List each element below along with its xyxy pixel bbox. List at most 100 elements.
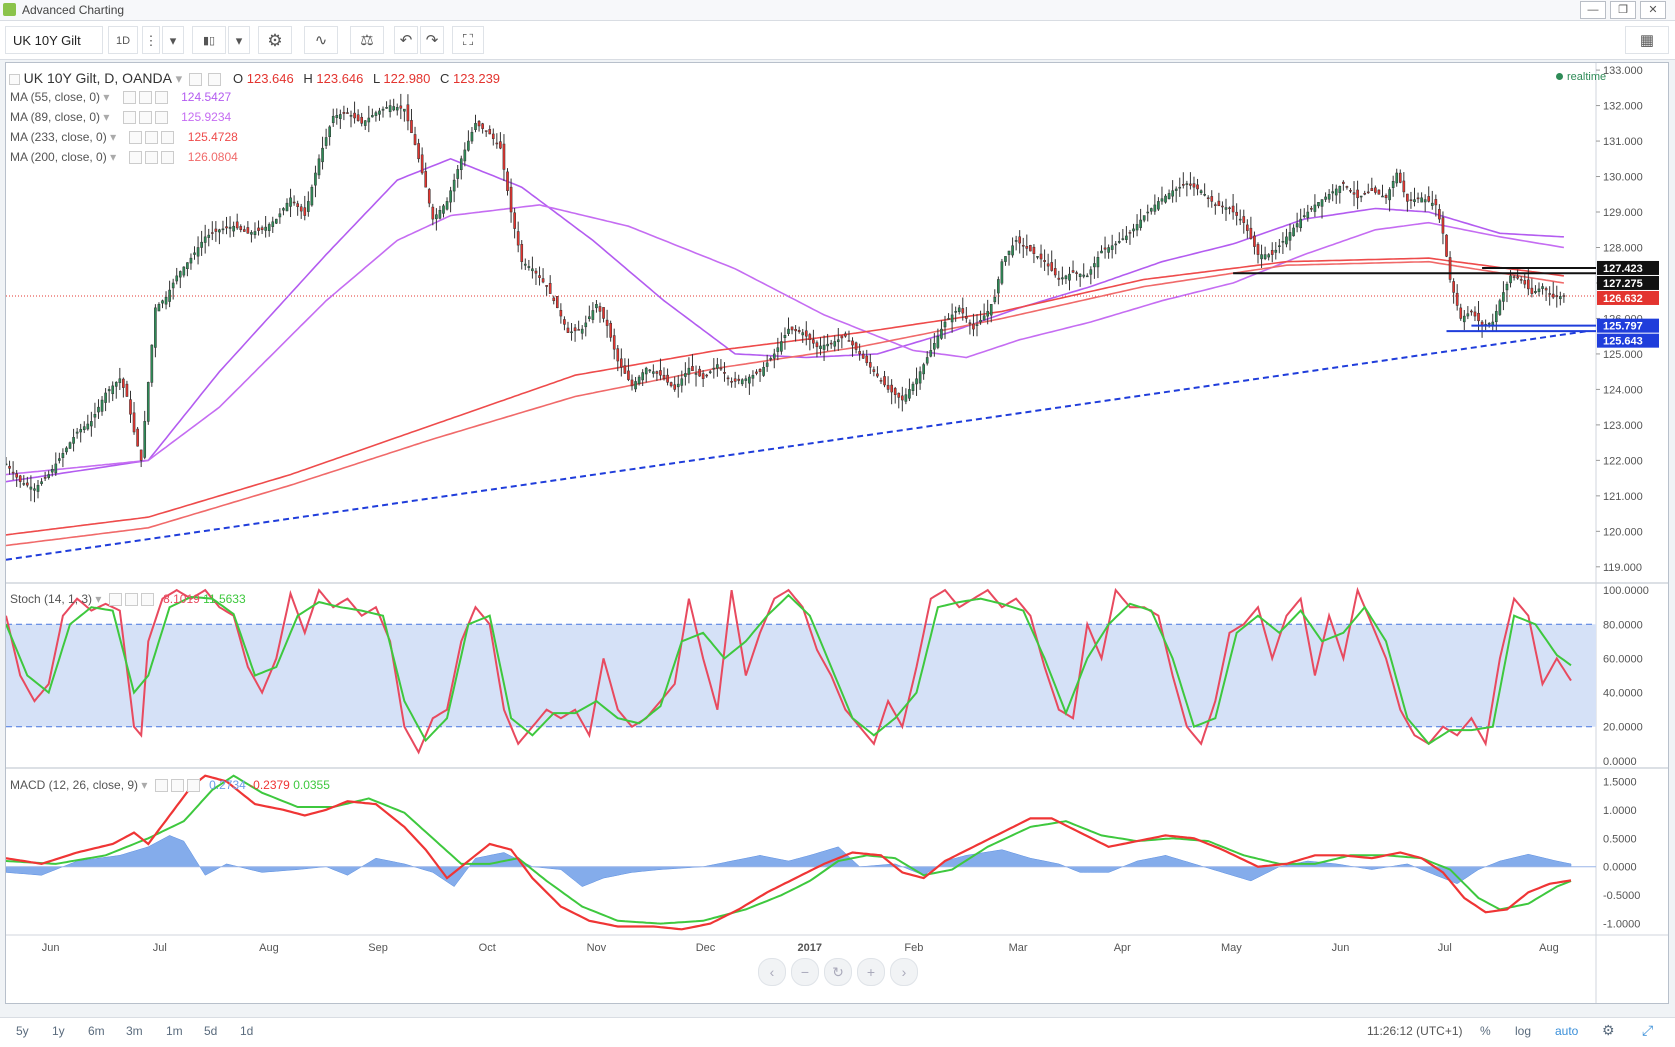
- candle-body: [787, 328, 790, 334]
- ma233-settings-icon[interactable]: [145, 131, 159, 145]
- candle-body: [1345, 186, 1349, 188]
- candle-body: [168, 289, 171, 302]
- candle-body: [129, 399, 132, 415]
- candle-body: [918, 371, 922, 384]
- style-dropdown-icon[interactable]: ▾: [228, 26, 250, 54]
- chart-settings-gear-icon[interactable]: ⚙: [1602, 1022, 1615, 1038]
- range-3m-button[interactable]: 3m: [126, 1024, 143, 1038]
- candle-body: [605, 319, 609, 326]
- candle-body: [54, 463, 58, 474]
- series-dropdown-icon[interactable]: ▾: [175, 71, 183, 86]
- ma89-remove-icon[interactable]: [154, 111, 168, 125]
- candle-body: [246, 227, 250, 234]
- auto-scale-button[interactable]: auto: [1555, 1024, 1579, 1038]
- zoom-in-button[interactable]: +: [857, 958, 885, 986]
- fullscreen-icon[interactable]: ⛶: [452, 26, 484, 54]
- candle-body: [239, 226, 243, 231]
- layout-icon[interactable]: ▦: [1625, 26, 1669, 54]
- candle-body: [698, 368, 701, 377]
- candle-body: [1100, 250, 1103, 254]
- candle-body: [75, 431, 79, 434]
- price-tick-label: 120.000: [1603, 526, 1643, 538]
- ma200-remove-icon[interactable]: [161, 151, 175, 165]
- ma200-settings-icon[interactable]: [145, 151, 159, 165]
- candle-body: [669, 382, 673, 387]
- close-button[interactable]: ✕: [1640, 1, 1666, 19]
- ma233-remove-icon[interactable]: [161, 131, 175, 145]
- log-scale-button[interactable]: log: [1515, 1024, 1532, 1038]
- candle-body: [1185, 183, 1189, 185]
- candle-body: [1036, 256, 1039, 258]
- more-options-icon[interactable]: ⋮: [142, 26, 160, 54]
- candle-body: [694, 373, 698, 375]
- symbol-search-input[interactable]: UK 10Y Gilt: [5, 26, 103, 54]
- series-settings-icon[interactable]: [208, 73, 222, 87]
- candles-style-icon[interactable]: ▮▯: [192, 26, 226, 54]
- ma55-settings-icon[interactable]: [138, 91, 152, 105]
- restore-button[interactable]: ❐: [1610, 1, 1636, 19]
- candle-body: [203, 236, 207, 243]
- price-tick-label: 128.000: [1603, 242, 1643, 254]
- macd-settings-icon[interactable]: [170, 779, 184, 793]
- candle-body: [136, 428, 139, 447]
- support-trendline: [6, 329, 1590, 561]
- candle-body: [979, 319, 982, 323]
- candle-body: [1146, 211, 1150, 214]
- scroll-left-button[interactable]: ‹: [758, 958, 786, 986]
- range-5y-button[interactable]: 5y: [16, 1024, 29, 1038]
- ma200-visibility-icon[interactable]: [129, 151, 143, 165]
- chart-canvas[interactable]: 133.000 132.000 131.000 130.000 129.000 128.0…: [6, 63, 1668, 1003]
- settings-gear-icon[interactable]: ⚙: [258, 26, 292, 54]
- candle-body: [399, 105, 403, 109]
- candle-body: [1007, 250, 1011, 255]
- candle-body: [271, 221, 275, 227]
- candle-body: [232, 225, 235, 232]
- interval-button[interactable]: 1D: [108, 26, 138, 54]
- ma89-visibility-icon[interactable]: [122, 111, 136, 125]
- macd-remove-icon[interactable]: [186, 779, 200, 793]
- candle-body: [936, 335, 940, 348]
- ma55-remove-icon[interactable]: [154, 91, 168, 105]
- macd-tick-label: -1.0000: [1603, 919, 1640, 931]
- minimize-button[interactable]: —: [1580, 1, 1606, 19]
- stoch-visibility-icon[interactable]: [108, 593, 122, 607]
- ma89-settings-icon[interactable]: [138, 111, 152, 125]
- stoch-settings-icon[interactable]: [124, 593, 138, 607]
- candle-body: [826, 343, 829, 347]
- range-1d-button[interactable]: 1d: [240, 1024, 254, 1038]
- candle-body: [449, 190, 452, 203]
- candle-body: [122, 378, 125, 388]
- expand-icon[interactable]: ⤢: [1642, 1022, 1654, 1038]
- chart-container[interactable]: 133.000 132.000 131.000 130.000 129.000 128.0…: [5, 62, 1669, 1004]
- candle-body: [1320, 199, 1324, 207]
- scroll-right-button[interactable]: ›: [890, 958, 918, 986]
- undo-icon[interactable]: ↶: [394, 26, 418, 54]
- redo-icon[interactable]: ↷: [420, 26, 444, 54]
- stoch-k-line: [6, 586, 1572, 755]
- range-5d-button[interactable]: 5d: [204, 1024, 218, 1038]
- candle-body: [495, 142, 499, 145]
- candle-body: [609, 322, 612, 338]
- percent-scale-button[interactable]: %: [1480, 1024, 1491, 1038]
- range-1m-button[interactable]: 1m: [166, 1024, 183, 1038]
- candle-body: [1082, 274, 1086, 277]
- interval-dropdown-icon[interactable]: ▾: [162, 26, 184, 54]
- low-label: L: [373, 71, 380, 86]
- series-visibility-icon[interactable]: [188, 73, 202, 87]
- range-1y-button[interactable]: 1y: [52, 1024, 65, 1038]
- zoom-out-button[interactable]: −: [791, 958, 819, 986]
- stoch-remove-icon[interactable]: [140, 593, 154, 607]
- compare-icon[interactable]: ⚖: [350, 26, 384, 54]
- indicators-icon[interactable]: ∿: [304, 26, 338, 54]
- candle-body: [506, 171, 509, 191]
- ma55-visibility-icon[interactable]: [122, 91, 136, 105]
- candle-body: [712, 367, 716, 370]
- candle-body: [730, 381, 733, 383]
- range-6m-button[interactable]: 6m: [88, 1024, 105, 1038]
- collapse-legend-icon[interactable]: [9, 74, 20, 86]
- candle-body: [1530, 287, 1534, 294]
- reset-chart-button[interactable]: ↻: [824, 958, 852, 986]
- candle-body: [627, 370, 630, 380]
- ma233-visibility-icon[interactable]: [129, 131, 143, 145]
- macd-visibility-icon[interactable]: [154, 779, 168, 793]
